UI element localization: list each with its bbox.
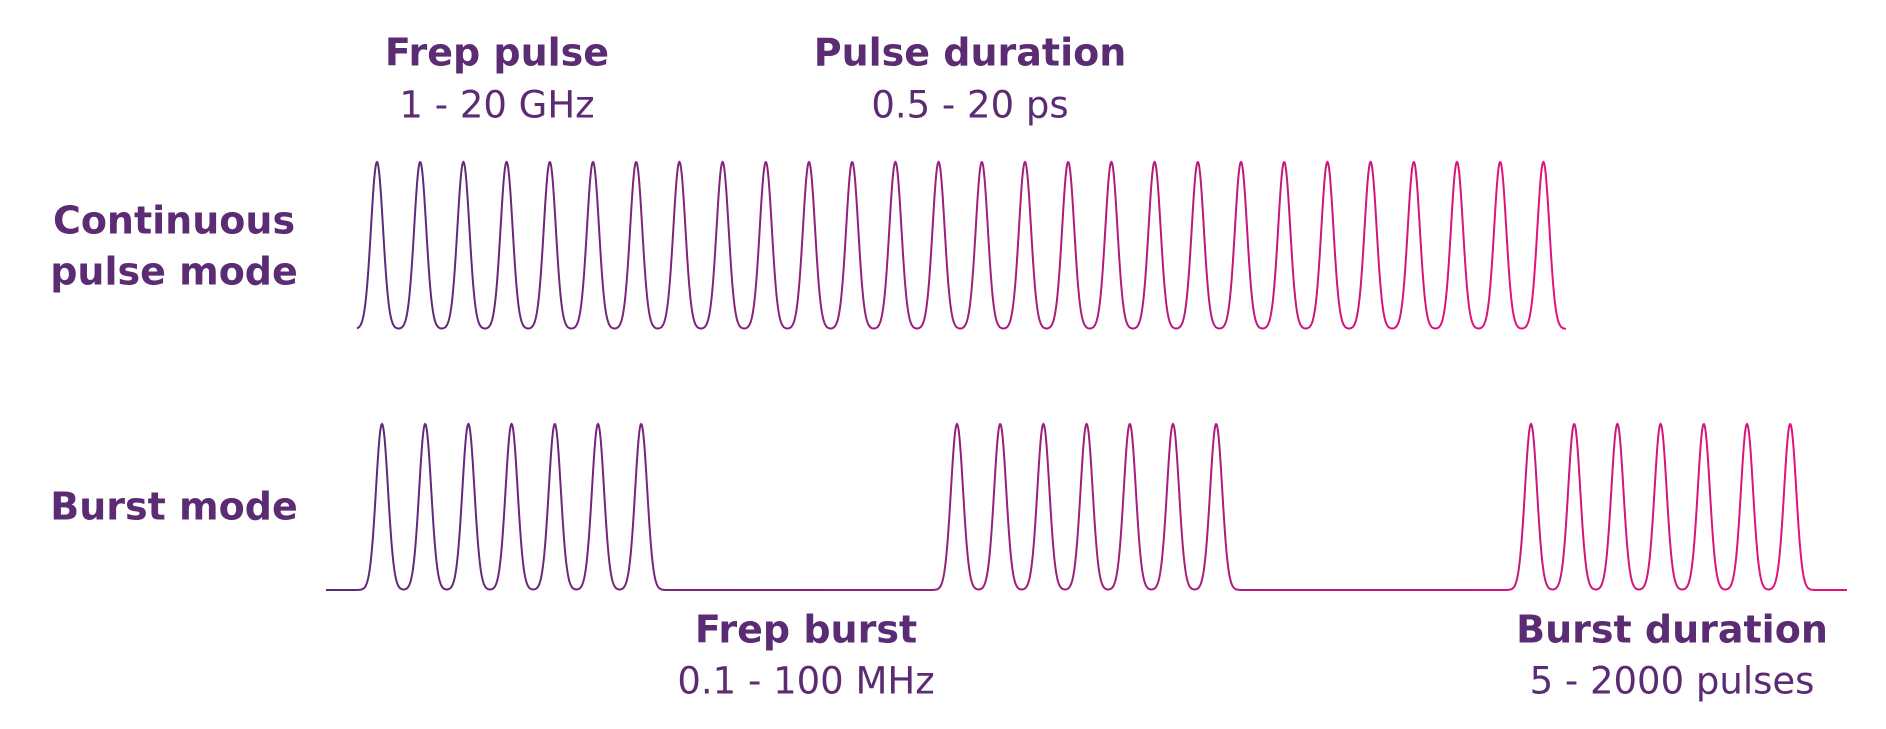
label-range: 5 - 2000 pulses	[1530, 660, 1815, 703]
label-range: 1 - 20 GHz	[399, 84, 594, 127]
mode-label: Continuous	[53, 199, 295, 243]
label-title: Frep pulse	[385, 31, 609, 75]
label-range: 0.1 - 100 MHz	[677, 660, 934, 703]
mode-label: Burst mode	[50, 485, 297, 529]
continuous-waveform	[356, 160, 1567, 330]
label-range: 0.5 - 20 ps	[871, 84, 1068, 127]
mode-label: pulse mode	[50, 250, 298, 294]
label-title: Frep burst	[695, 608, 917, 652]
burst-waveform	[326, 422, 1847, 591]
label-title: Pulse duration	[814, 31, 1127, 75]
label-title: Burst duration	[1516, 608, 1828, 652]
